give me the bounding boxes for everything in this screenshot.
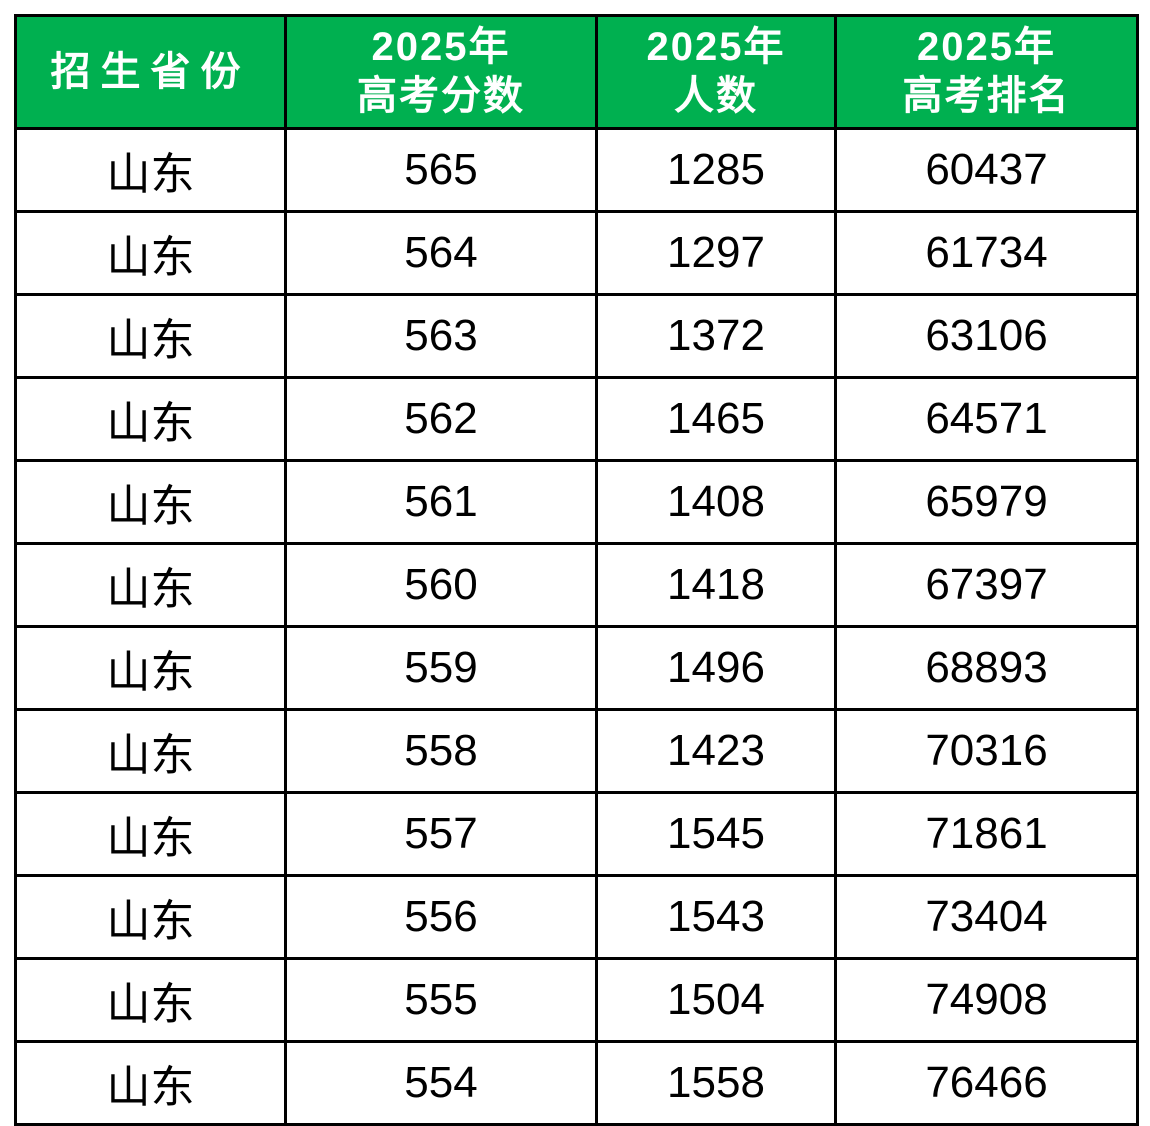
- cell-province: 山东: [14, 376, 287, 462]
- cell-count: 1504: [595, 957, 837, 1043]
- cell-score: 560: [284, 542, 598, 628]
- cell-province: 山东: [14, 957, 287, 1043]
- cell-score: 561: [284, 459, 598, 545]
- column-header-province: 招生省份: [14, 14, 287, 130]
- table-row: 山东 555 1504 74908: [14, 957, 1139, 1043]
- cell-rank: 74908: [834, 957, 1139, 1043]
- cell-count: 1543: [595, 874, 837, 960]
- cell-rank: 60437: [834, 127, 1139, 213]
- cell-score: 564: [284, 210, 598, 296]
- cell-count: 1558: [595, 1040, 837, 1126]
- cell-province: 山东: [14, 1040, 287, 1126]
- cell-province: 山东: [14, 210, 287, 296]
- cell-rank: 73404: [834, 874, 1139, 960]
- cell-province: 山东: [14, 625, 287, 711]
- column-header-score-line2: 高考分数: [357, 74, 525, 118]
- cell-rank: 76466: [834, 1040, 1139, 1126]
- cell-count: 1465: [595, 376, 837, 462]
- cell-rank: 71861: [834, 791, 1139, 877]
- cell-score: 563: [284, 293, 598, 379]
- cell-province: 山东: [14, 874, 287, 960]
- column-header-count-line1: 2025年: [646, 25, 786, 70]
- cell-score: 556: [284, 874, 598, 960]
- cell-province: 山东: [14, 459, 287, 545]
- table-row: 山东 557 1545 71861: [14, 791, 1139, 877]
- cell-rank: 63106: [834, 293, 1139, 379]
- table-row: 山东 565 1285 60437: [14, 127, 1139, 213]
- cell-rank: 61734: [834, 210, 1139, 296]
- cell-count: 1496: [595, 625, 837, 711]
- cell-score: 558: [284, 708, 598, 794]
- admission-score-table: 招生省份 2025年 高考分数 2025年 人数 2025年 高考排名 山东: [14, 14, 1139, 1126]
- cell-province: 山东: [14, 542, 287, 628]
- cell-score: 554: [284, 1040, 598, 1126]
- table-header: 招生省份 2025年 高考分数 2025年 人数 2025年 高考排名: [14, 14, 1139, 130]
- cell-rank: 65979: [834, 459, 1139, 545]
- cell-province: 山东: [14, 293, 287, 379]
- header-row: 招生省份 2025年 高考分数 2025年 人数 2025年 高考排名: [14, 14, 1139, 130]
- cell-province: 山东: [14, 127, 287, 213]
- table-row: 山东 556 1543 73404: [14, 874, 1139, 960]
- column-header-count-line2: 人数: [674, 74, 758, 118]
- column-header-rank-line2: 高考排名: [902, 74, 1071, 118]
- cell-count: 1545: [595, 791, 837, 877]
- cell-score: 559: [284, 625, 598, 711]
- cell-score: 562: [284, 376, 598, 462]
- table-row: 山东 564 1297 61734: [14, 210, 1139, 296]
- cell-province: 山东: [14, 708, 287, 794]
- column-header-score-line1: 2025年: [371, 25, 511, 70]
- column-header-count: 2025年 人数: [595, 14, 837, 130]
- column-header-rank: 2025年 高考排名: [834, 14, 1139, 130]
- cell-score: 557: [284, 791, 598, 877]
- column-header-score: 2025年 高考分数: [284, 14, 598, 130]
- table-row: 山东 560 1418 67397: [14, 542, 1139, 628]
- cell-rank: 67397: [834, 542, 1139, 628]
- cell-count: 1408: [595, 459, 837, 545]
- cell-count: 1418: [595, 542, 837, 628]
- table-row: 山东 554 1558 76466: [14, 1040, 1139, 1126]
- table-row: 山东 559 1496 68893: [14, 625, 1139, 711]
- cell-count: 1297: [595, 210, 837, 296]
- table-row: 山东 558 1423 70316: [14, 708, 1139, 794]
- cell-rank: 68893: [834, 625, 1139, 711]
- table-row: 山东 562 1465 64571: [14, 376, 1139, 462]
- cell-score: 555: [284, 957, 598, 1043]
- column-header-rank-line1: 2025年: [917, 25, 1056, 70]
- cell-count: 1372: [595, 293, 837, 379]
- cell-province: 山东: [14, 791, 287, 877]
- cell-count: 1423: [595, 708, 837, 794]
- cell-rank: 70316: [834, 708, 1139, 794]
- table-row: 山东 563 1372 63106: [14, 293, 1139, 379]
- cell-score: 565: [284, 127, 598, 213]
- table-body: 山东 565 1285 60437 山东 564 1297 61734 山东 5…: [14, 127, 1139, 1126]
- cell-rank: 64571: [834, 376, 1139, 462]
- table-row: 山东 561 1408 65979: [14, 459, 1139, 545]
- page: 招生省份 2025年 高考分数 2025年 人数 2025年 高考排名 山东: [14, 14, 1139, 1126]
- cell-count: 1285: [595, 127, 837, 213]
- column-header-province-line1: 招生省份: [50, 49, 251, 94]
